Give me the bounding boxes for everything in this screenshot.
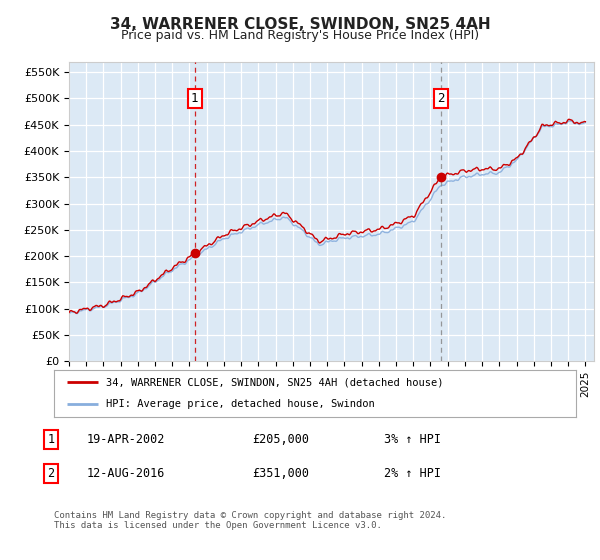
Text: £205,000: £205,000 xyxy=(252,433,309,446)
Text: 3% ↑ HPI: 3% ↑ HPI xyxy=(384,433,441,446)
Text: Contains HM Land Registry data © Crown copyright and database right 2024.
This d: Contains HM Land Registry data © Crown c… xyxy=(54,511,446,530)
Text: 2: 2 xyxy=(437,92,445,105)
Text: 19-APR-2002: 19-APR-2002 xyxy=(87,433,166,446)
Text: HPI: Average price, detached house, Swindon: HPI: Average price, detached house, Swin… xyxy=(106,399,375,409)
Text: 12-AUG-2016: 12-AUG-2016 xyxy=(87,466,166,480)
Text: 2% ↑ HPI: 2% ↑ HPI xyxy=(384,466,441,480)
Text: £351,000: £351,000 xyxy=(252,466,309,480)
Text: 2: 2 xyxy=(47,466,55,480)
Text: 1: 1 xyxy=(47,433,55,446)
Text: 34, WARRENER CLOSE, SWINDON, SN25 4AH: 34, WARRENER CLOSE, SWINDON, SN25 4AH xyxy=(110,17,490,31)
Text: 34, WARRENER CLOSE, SWINDON, SN25 4AH (detached house): 34, WARRENER CLOSE, SWINDON, SN25 4AH (d… xyxy=(106,377,444,388)
Text: 1: 1 xyxy=(191,92,199,105)
Text: Price paid vs. HM Land Registry's House Price Index (HPI): Price paid vs. HM Land Registry's House … xyxy=(121,29,479,42)
